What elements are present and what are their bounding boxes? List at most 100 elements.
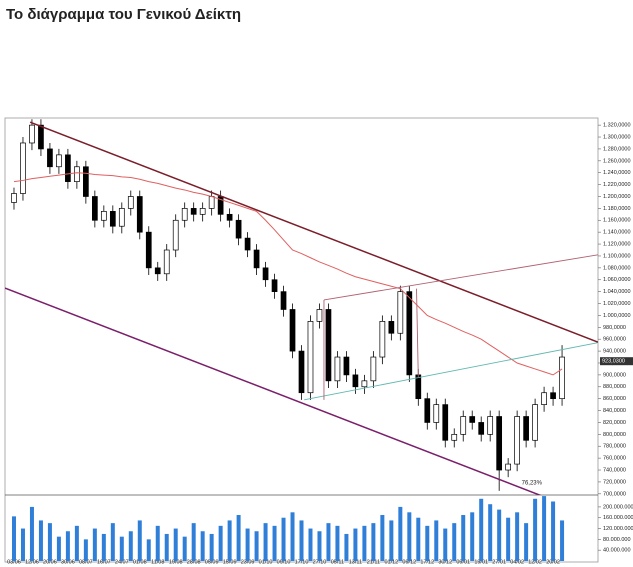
trend-line: [416, 288, 419, 378]
annotation: 76,23%: [522, 481, 543, 487]
volume-bar: [11, 516, 16, 561]
x-tick-label: 27/01: [492, 559, 506, 565]
volume-bar: [101, 533, 106, 561]
x-tick-label: 19/01: [474, 559, 488, 565]
y-tick-label: 1.120,0000: [603, 242, 631, 248]
x-tick-label: 01/12: [384, 559, 398, 565]
candle-body: [550, 392, 556, 400]
volume-bar: [524, 523, 529, 561]
volume-bar: [74, 525, 79, 561]
volume-bar: [335, 525, 340, 561]
candle-body: [38, 124, 44, 150]
y-tick-label: 1.220,0000: [603, 182, 631, 188]
volume-bar: [416, 517, 421, 561]
y-tick-label: 1.200,0000: [603, 194, 631, 200]
x-tick-label: 12/02: [528, 559, 542, 565]
x-tick-label: 17/10: [295, 559, 309, 565]
candle-body: [469, 416, 476, 423]
x-tick-label: 19/08: [169, 559, 183, 565]
candle-body: [307, 321, 314, 394]
candle-body: [190, 208, 197, 215]
candle-body: [226, 213, 233, 221]
candle-body: [541, 392, 547, 405]
trend-line: [304, 342, 598, 401]
volume-bar: [362, 525, 367, 561]
x-tick-label: 23/09: [241, 559, 255, 565]
candle-body: [388, 321, 395, 334]
trend-line: [5, 287, 542, 495]
y-tick-label: 740,0000: [603, 467, 626, 473]
candle-body: [343, 356, 350, 376]
candle-body: [523, 416, 529, 441]
candle-body: [415, 374, 422, 400]
y-tick-label: 980,0000: [603, 325, 626, 331]
volume-bar: [281, 517, 286, 561]
volume-bar: [317, 531, 322, 561]
candle-body: [74, 166, 80, 182]
y2-tick-label: 120.000.000: [603, 526, 633, 532]
candle-body: [361, 380, 368, 388]
x-tick-label: 28/08: [187, 559, 201, 565]
candle-body: [181, 208, 188, 221]
candle-body: [253, 249, 260, 269]
candle-body: [47, 148, 53, 168]
y-tick-label: 760,0000: [603, 456, 626, 462]
trend-line: [29, 121, 598, 343]
x-tick-label: 24/07: [115, 559, 129, 565]
volume-bar: [533, 498, 538, 561]
candle-body: [20, 142, 26, 194]
candle-body: [244, 237, 251, 251]
candle-body: [271, 279, 278, 292]
candle-body: [406, 291, 413, 376]
volume-bar: [506, 517, 511, 561]
volume-bar: [308, 528, 313, 561]
candle-body: [163, 249, 170, 275]
volume-bar: [497, 509, 502, 561]
volume-bar: [542, 496, 547, 561]
y-tick-label: 860,0000: [603, 396, 626, 402]
volume-bar: [398, 506, 403, 561]
candle-body: [29, 124, 35, 144]
candle-body: [65, 154, 71, 182]
volume-bar: [47, 523, 52, 561]
candle-body: [559, 356, 565, 400]
candle-body: [352, 374, 359, 388]
candle-body: [487, 416, 494, 435]
y-tick-label: 1.140,0000: [603, 230, 631, 236]
x-tick-label: 01/10: [259, 559, 273, 565]
x-tick-label: 03/06: [7, 559, 21, 565]
volume-bar: [182, 536, 187, 561]
volume-bar: [551, 501, 556, 561]
volume-bar: [146, 539, 151, 561]
y-tick-label: 1.180,0000: [603, 206, 631, 212]
volume-bar: [326, 523, 331, 561]
candle-body: [208, 196, 215, 209]
volume-bar: [443, 528, 448, 561]
candle-body: [289, 309, 296, 352]
candle-body: [424, 398, 431, 423]
candle-body: [532, 404, 538, 441]
y-tick-label: 780,0000: [603, 444, 626, 450]
plot-frame: [4, 117, 599, 563]
y-tick-label: 1.040,0000: [603, 289, 631, 295]
x-tick-label: 16/07: [97, 559, 111, 565]
volume-bar: [137, 520, 142, 561]
y-tick-label: 820,0000: [603, 420, 626, 426]
candle-body: [280, 291, 287, 310]
candle-body: [334, 356, 341, 382]
volume-bar: [119, 536, 124, 561]
y-tick-label: 1.240,0000: [603, 170, 631, 176]
volume-bar: [488, 504, 493, 561]
last-price-box: [600, 357, 633, 366]
volume-bar: [200, 531, 205, 561]
volume-bar: [83, 539, 88, 561]
x-tick-label: 30/06: [61, 559, 75, 565]
x-tick-label: 12/06: [25, 559, 39, 565]
candle-body: [118, 208, 125, 227]
x-tick-label: 17/12: [420, 559, 434, 565]
candle-body: [56, 154, 62, 168]
volume-bar: [128, 531, 133, 561]
x-tick-label: 30/12: [438, 559, 452, 565]
volume-bar: [164, 533, 169, 561]
